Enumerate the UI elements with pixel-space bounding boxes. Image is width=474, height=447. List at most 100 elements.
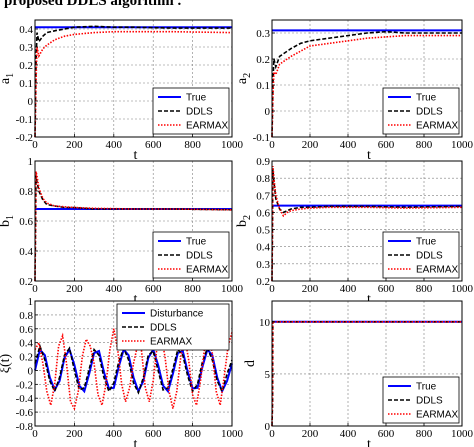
- x-tick-label: 600: [145, 428, 162, 440]
- x-tick-label: 0: [269, 428, 275, 440]
- x-tick-label: 1000: [221, 283, 244, 295]
- y-tick-label: 0.6: [19, 324, 33, 336]
- x-tick-label: 400: [340, 139, 357, 151]
- x-tick-label: 600: [145, 139, 162, 151]
- x-axis-label: t: [367, 148, 371, 163]
- x-tick-label: 200: [66, 283, 83, 295]
- legend: True DDLS EARMAX: [382, 376, 460, 424]
- x-tick-label: 1000: [221, 428, 244, 440]
- legend-label-earmax: EARMAX: [186, 121, 229, 132]
- legend-label-disturbance: Disturbance: [150, 309, 204, 320]
- series-line-earmax: [271, 34, 462, 138]
- x-tick-label: 200: [302, 139, 319, 151]
- legend-label-earmax: EARMAX: [416, 121, 459, 132]
- legend: True DDLS EARMAX: [382, 87, 460, 135]
- legend-label-true: True: [186, 93, 207, 104]
- axes-frame: [34, 300, 233, 427]
- axes-frame: [271, 300, 463, 427]
- legend-label-ddls: DDLS: [416, 251, 443, 262]
- y-axis-label: b1: [0, 215, 16, 227]
- series-line-ddls: [271, 169, 463, 282]
- series-line-ddls: [34, 343, 233, 395]
- x-tick-label: 800: [416, 428, 433, 440]
- y-tick-label: 1: [28, 296, 34, 308]
- x-tick-label: 200: [66, 428, 83, 440]
- legend-label-true: True: [416, 382, 437, 393]
- y-tick-label: 0.4: [19, 246, 33, 258]
- x-tick-label: 0: [32, 428, 38, 440]
- x-tick-label: 0: [32, 139, 38, 151]
- y-tick-label: 0.2: [256, 54, 270, 66]
- x-tick-label: 1000: [221, 139, 244, 151]
- panel-b1: 0 200 400 600 800 1000 0.2 0.4 0.6 0.8 1 t b1 True DDL…: [0, 156, 244, 307]
- series-line-earmax: [34, 171, 233, 282]
- x-tick-label: 200: [66, 139, 83, 151]
- x-tick-label: 200: [302, 428, 319, 440]
- legend: True DDLS EARMAX: [152, 87, 230, 135]
- y-tick-label: 0.9: [256, 156, 270, 168]
- x-tick-label: 800: [184, 283, 201, 295]
- legend-label-ddls: DDLS: [186, 107, 213, 118]
- legend-label-ddls: DDLS: [416, 396, 443, 407]
- y-tick-label: -0.2: [16, 379, 33, 391]
- legend: Disturbance DDLS EARMAX: [116, 303, 230, 351]
- legend-label-ddls: DDLS: [416, 107, 443, 118]
- x-tick-label: 600: [378, 283, 395, 295]
- y-tick-label: 0.2: [19, 352, 33, 364]
- panel-xi: 0 200 400 600 800 1000-0.8-0.6-0.4-0.200.20.4…: [0, 296, 244, 447]
- y-tick-label: 0.6: [256, 207, 270, 219]
- y-tick-label: 0.1: [19, 78, 33, 90]
- y-tick-label: 0.3: [19, 42, 33, 54]
- y-tick-label: 0: [265, 106, 271, 118]
- y-tick-label: 0.3: [256, 28, 270, 40]
- x-tick-label: 800: [184, 428, 201, 440]
- y-axis-label: d: [243, 360, 258, 367]
- y-tick-label: 0.2: [19, 60, 33, 72]
- axes-frame: [271, 160, 463, 282]
- panel-b2: 0 200 400 600 800 1000 0.2 0.3 0.4 0.5 0.6 0.7 0.8 0.…: [235, 156, 474, 307]
- series-line-earmax: [271, 166, 463, 282]
- panel-a2: 0 200 400 600 800 1000-0.100.10.20.3ta2TrueDD…: [235, 19, 474, 163]
- x-axis-label: t: [134, 292, 138, 307]
- y-tick-label: 0.2: [19, 276, 33, 288]
- y-tick-label: 0.3: [256, 259, 270, 271]
- legend-label-true: True: [416, 237, 437, 248]
- y-tick-label: 5: [265, 369, 271, 381]
- x-axis-label: t: [134, 437, 138, 447]
- x-tick-label: 800: [416, 139, 433, 151]
- y-tick-label: 0.8: [19, 310, 33, 322]
- legend: True DDLS EARMAX: [152, 231, 230, 279]
- y-tick-label: 0.6: [19, 216, 33, 228]
- x-tick-label: 600: [378, 139, 395, 151]
- series-line-ddls: [271, 30, 462, 138]
- series-line-disturbance: [34, 347, 233, 394]
- y-axis-label: b2: [235, 215, 253, 227]
- x-tick-label: 0: [32, 283, 38, 295]
- x-tick-label: 200: [302, 283, 319, 295]
- y-tick-label: 1: [28, 156, 34, 168]
- y-axis-label: a1: [0, 73, 16, 84]
- y-tick-label: 0.5: [256, 225, 270, 237]
- x-tick-label: 1000: [451, 428, 474, 440]
- legend-label-earmax: EARMAX: [416, 265, 459, 276]
- y-tick-label: 0: [265, 421, 271, 433]
- x-tick-label: 400: [340, 283, 357, 295]
- y-tick-label: 0.1: [256, 80, 270, 92]
- legend-label-ddls: DDLS: [150, 323, 177, 334]
- y-tick-label: 0.2: [256, 276, 270, 288]
- x-tick-label: 800: [184, 139, 201, 151]
- panel-d: 0 200 400 600 800 1000 0 5 10 t d True DDLS EARMAX: [243, 300, 474, 447]
- legend-label-earmax: EARMAX: [416, 410, 459, 421]
- x-tick-label: 1000: [451, 283, 474, 295]
- legend: True DDLS EARMAX: [382, 231, 460, 279]
- y-tick-label: -0.2: [16, 132, 33, 144]
- y-tick-label: 0.4: [19, 24, 33, 36]
- y-tick-label: -0.1: [16, 114, 33, 126]
- legend-label-earmax: EARMAX: [186, 265, 229, 276]
- y-tick-label: 0.8: [256, 173, 270, 185]
- y-axis-label: ξ(t): [0, 353, 13, 373]
- series-line-ddls: [34, 25, 232, 138]
- y-tick-label: 0.4: [256, 242, 270, 254]
- y-tick-label: 0.8: [19, 186, 33, 198]
